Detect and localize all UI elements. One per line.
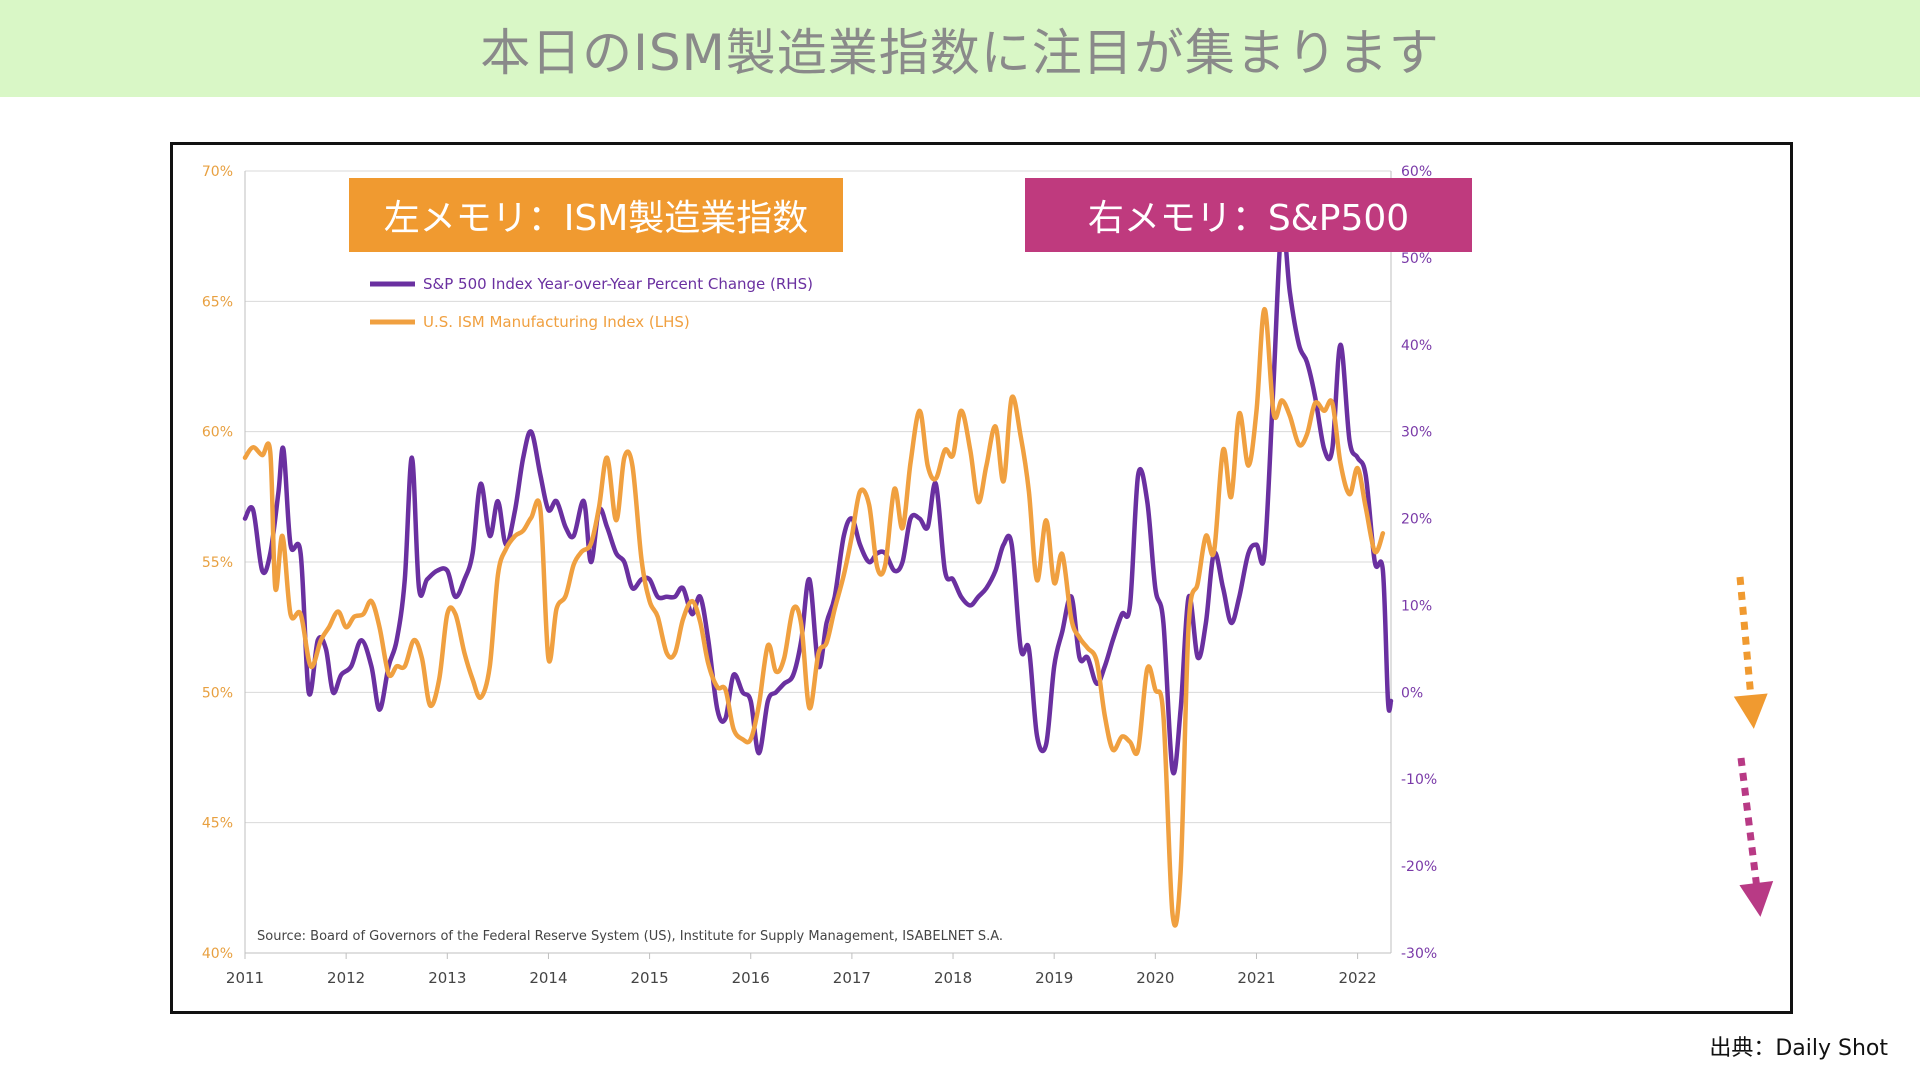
- y-left-tick-label: 45%: [202, 816, 233, 832]
- y-right-tick-label: 60%: [1401, 164, 1432, 180]
- arrow-down-magenta: [1737, 757, 1762, 898]
- y-right-tick-label: 40%: [1401, 338, 1432, 354]
- y-right-tick-label: 50%: [1401, 251, 1432, 267]
- legend-label-sp500: S&P 500 Index Year-over-Year Percent Cha…: [423, 275, 813, 293]
- page-title: 本日のISM製造業指数に注目が集まります: [480, 23, 1440, 82]
- y-right-tick-label: -20%: [1401, 859, 1437, 875]
- y-right-tick-label: 20%: [1401, 512, 1432, 528]
- chart-source-note: Source: Board of Governors of the Federa…: [257, 929, 1003, 944]
- y-left-tick-label: 50%: [202, 685, 233, 701]
- callout-right-axis: 右メモリ：S&P500: [1025, 178, 1472, 252]
- y-left-tick-label: 55%: [202, 555, 233, 571]
- y-left-tick-label: 60%: [202, 425, 233, 441]
- x-tick-label: 2013: [428, 969, 466, 987]
- legend-label-ism: U.S. ISM Manufacturing Index (LHS): [423, 313, 690, 331]
- x-tick-label: 2022: [1339, 969, 1377, 987]
- arrow-down-magenta-head: [1739, 881, 1774, 917]
- y-right-tick-label: -10%: [1401, 772, 1437, 788]
- series-line-sp500: [242, 218, 1394, 776]
- callout-left-axis: 左メモリ：ISM製造業指数: [349, 178, 843, 252]
- x-tick-label: 2015: [630, 969, 668, 987]
- x-tick-label: 2016: [732, 969, 770, 987]
- chart-frame: 70% 65% 60% 55% 50% 45% 40% 60% 50% 40% 30% 20% 10% 0…: [170, 142, 1793, 1014]
- series-line-ism: [242, 306, 1386, 928]
- source-credit: 出典：Daily Shot: [1709, 1036, 1888, 1061]
- arrow-down-orange: [1736, 576, 1756, 710]
- x-tick-label: 2014: [529, 969, 567, 987]
- chart-canvas: 70% 65% 60% 55% 50% 45% 40% 60% 50% 40% 30% 20% 10% 0…: [202, 164, 1774, 987]
- y-right-tick-label: 0%: [1401, 685, 1423, 701]
- y-right-tick-label: 10%: [1401, 598, 1432, 614]
- x-tick-label: 2017: [833, 969, 871, 987]
- x-tick-label: 2021: [1237, 969, 1275, 987]
- x-tick-label: 2020: [1136, 969, 1174, 987]
- arrow-down-orange-head: [1733, 693, 1768, 729]
- x-tick-label: 2011: [226, 969, 264, 987]
- x-tick-label: 2012: [327, 969, 365, 987]
- y-left-tick-label: 65%: [202, 294, 233, 310]
- y-right-tick-label: 30%: [1401, 425, 1432, 441]
- x-tick-label: 2018: [934, 969, 972, 987]
- x-tick-label: 2019: [1035, 969, 1073, 987]
- title-banner: 本日のISM製造業指数に注目が集まります: [0, 0, 1920, 97]
- y-left-tick-label: 70%: [202, 164, 233, 180]
- y-right-tick-label: -30%: [1401, 946, 1437, 962]
- y-left-tick-label: 40%: [202, 946, 233, 962]
